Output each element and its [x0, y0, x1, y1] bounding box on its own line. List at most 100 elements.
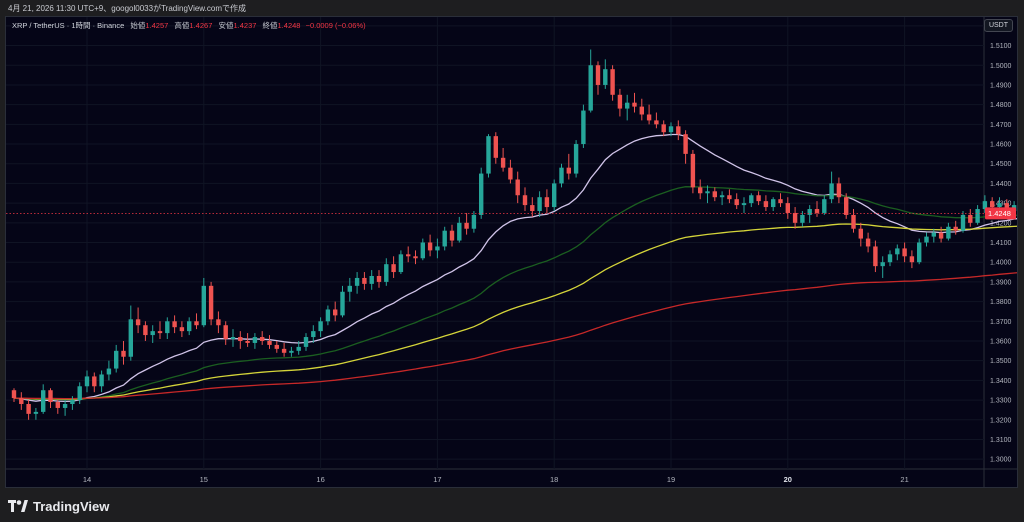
candle-body [333, 309, 338, 316]
candle-body [245, 340, 250, 343]
candle-body [873, 246, 878, 267]
candle-body [26, 404, 31, 414]
candle-body [566, 167, 571, 174]
candle-body [340, 291, 345, 316]
candle-body [398, 254, 404, 273]
candle-body [559, 167, 564, 184]
x-tick-label: 20 [784, 475, 792, 484]
candle-body [157, 331, 163, 334]
brand-name: TradingView [33, 498, 110, 514]
candle-body [449, 230, 455, 241]
x-tick-label: 14 [83, 475, 91, 484]
ema-line-20 [13, 133, 1017, 403]
candle-body [522, 195, 528, 206]
legend-symbol: XRP / TetherUS · 1時間 · Binance [12, 21, 125, 30]
candle-body [267, 340, 272, 345]
x-tick-label: 19 [667, 475, 675, 484]
candle-body [508, 167, 513, 180]
price-chart[interactable]: 1.52001.51001.50001.49001.48001.47001.46… [6, 17, 1017, 487]
candle-body [369, 275, 374, 284]
candle-body [909, 256, 915, 263]
y-tick-label: 1.3800 [990, 299, 1012, 306]
candle-body [902, 248, 907, 257]
y-tick-label: 1.3500 [990, 358, 1012, 365]
last-price-label: 1.4248 [988, 209, 1011, 218]
chart-panel[interactable]: 1.52001.51001.50001.49001.48001.47001.46… [5, 16, 1018, 488]
candle-body [807, 209, 812, 215]
candle-body [33, 411, 39, 414]
candle-body [187, 321, 192, 332]
candle-body [325, 309, 331, 322]
y-tick-label: 1.3000 [990, 457, 1012, 464]
candle-body [135, 319, 141, 326]
candle-body [1004, 203, 1009, 211]
candle-body [880, 262, 885, 267]
x-tick-label: 16 [316, 475, 324, 484]
candle-body [362, 277, 367, 284]
snapshot-caption: 4月 21, 2026 11:30 UTC+9、googol0033がTradi… [8, 4, 246, 13]
candle-body [603, 69, 608, 85]
candle-body [654, 120, 659, 125]
candle-body [712, 191, 717, 198]
candle-body [792, 212, 798, 223]
y-tick-label: 1.3900 [990, 279, 1012, 286]
candle-body [289, 350, 294, 353]
candle-body [77, 386, 82, 401]
candle-body [99, 374, 104, 387]
candle-body [705, 191, 710, 194]
candle-body [778, 199, 783, 204]
candle-body [632, 102, 637, 107]
candle-body [216, 319, 221, 326]
candle-body [406, 254, 411, 257]
candle-body [260, 337, 265, 341]
candle-body [829, 183, 834, 200]
chart-legend: XRP / TetherUS · 1時間 · Binance 始値1.4257 … [12, 20, 366, 31]
y-tick-label: 1.5000 [990, 63, 1012, 70]
x-tick-label: 21 [900, 475, 908, 484]
candle-body [230, 337, 236, 340]
candle-body [749, 195, 754, 204]
candle-body [844, 197, 849, 215]
legend-high-label: 高値 [174, 21, 190, 30]
candle-body [946, 226, 951, 239]
candle-body [595, 65, 601, 85]
candle-body [617, 94, 623, 109]
tradingview-logo-icon [8, 500, 28, 512]
y-tick-label: 1.4200 [990, 220, 1012, 227]
candle-body [223, 325, 228, 340]
candle-body [895, 248, 900, 255]
candle-body [208, 285, 214, 320]
candle-body [238, 337, 243, 341]
candle-body [354, 277, 360, 286]
candle-body [997, 203, 1002, 208]
candle-body [128, 319, 133, 357]
last-price-tag [985, 207, 1016, 220]
legend-close-value: 1.4248 [277, 21, 301, 30]
candle-body [500, 157, 506, 168]
candle-body [690, 153, 696, 188]
candle-body [376, 275, 382, 282]
x-tick-label: 18 [550, 475, 558, 484]
candle-body [938, 232, 944, 239]
currency-button[interactable]: USDT [983, 19, 1013, 32]
candle-body [719, 195, 725, 198]
candle-body [62, 404, 68, 408]
candle-body [851, 214, 856, 229]
candle-body [661, 124, 666, 133]
y-tick-label: 1.3400 [990, 378, 1012, 385]
legend-low-label: 安値 [218, 21, 234, 30]
candle-body [917, 242, 922, 263]
candle-body [143, 325, 148, 336]
candle-body [676, 126, 681, 135]
legend-change: −0.0009 (−0.06%) [305, 21, 366, 30]
ema-line-90 [13, 223, 1017, 400]
candle-body [968, 214, 973, 223]
candle-body [530, 205, 535, 211]
candle-body [924, 236, 929, 243]
candle-body [887, 254, 893, 263]
y-tick-label: 1.3100 [990, 437, 1012, 444]
y-tick-label: 1.5100 [990, 43, 1012, 50]
candle-body [121, 350, 126, 357]
y-tick-label: 1.3700 [990, 319, 1012, 326]
candle-body [486, 136, 491, 174]
